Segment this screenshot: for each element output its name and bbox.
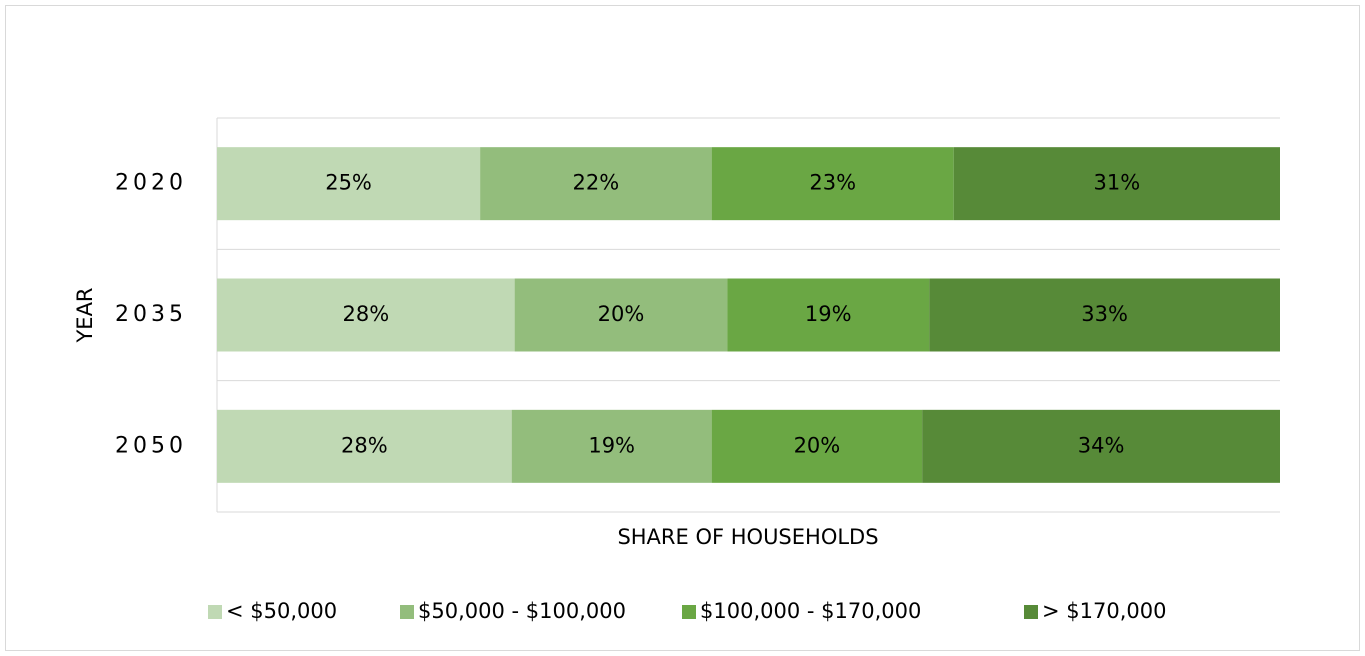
- bar-segment: [929, 278, 1280, 352]
- bar-segment: [511, 409, 712, 483]
- data-label: 25%: [325, 171, 372, 195]
- data-label: 20%: [598, 302, 645, 326]
- legend-swatch: [682, 605, 696, 619]
- y-tick-label: 2020: [115, 171, 187, 196]
- data-label: 19%: [588, 433, 635, 457]
- legend-swatch: [1024, 605, 1038, 619]
- bar-segment: [953, 147, 1280, 221]
- y-tick-label: 2035: [115, 302, 187, 327]
- legend-label: $50,000 - $100,000: [418, 599, 626, 623]
- data-label: 33%: [1081, 302, 1128, 326]
- bar-segment: [480, 147, 712, 221]
- data-label: 28%: [342, 302, 389, 326]
- legend-swatch: [208, 605, 222, 619]
- bar-segment: [217, 278, 515, 352]
- y-axis-title: YEAR: [73, 287, 97, 343]
- bar-segment: [922, 409, 1280, 483]
- data-label: 34%: [1078, 433, 1125, 457]
- legend-label: > $170,000: [1042, 599, 1166, 623]
- bar-segment: [727, 278, 930, 352]
- bar-segment: [217, 147, 481, 221]
- data-label: 23%: [809, 171, 856, 195]
- data-label: 31%: [1094, 171, 1141, 195]
- bar-segment: [514, 278, 728, 352]
- legend-label: < $50,000: [226, 599, 337, 623]
- bar-segment: [711, 409, 923, 483]
- data-label: 19%: [805, 302, 852, 326]
- data-label: 22%: [573, 171, 620, 195]
- legend-swatch: [400, 605, 414, 619]
- legend-label: $100,000 - $170,000: [700, 599, 921, 623]
- data-label: 28%: [341, 433, 388, 457]
- bar-segment: [711, 147, 954, 221]
- data-label: 20%: [794, 433, 841, 457]
- bar-segment: [217, 409, 512, 483]
- x-axis-title: SHARE OF HOUSEHOLDS: [617, 525, 878, 549]
- y-tick-label: 2050: [115, 433, 187, 458]
